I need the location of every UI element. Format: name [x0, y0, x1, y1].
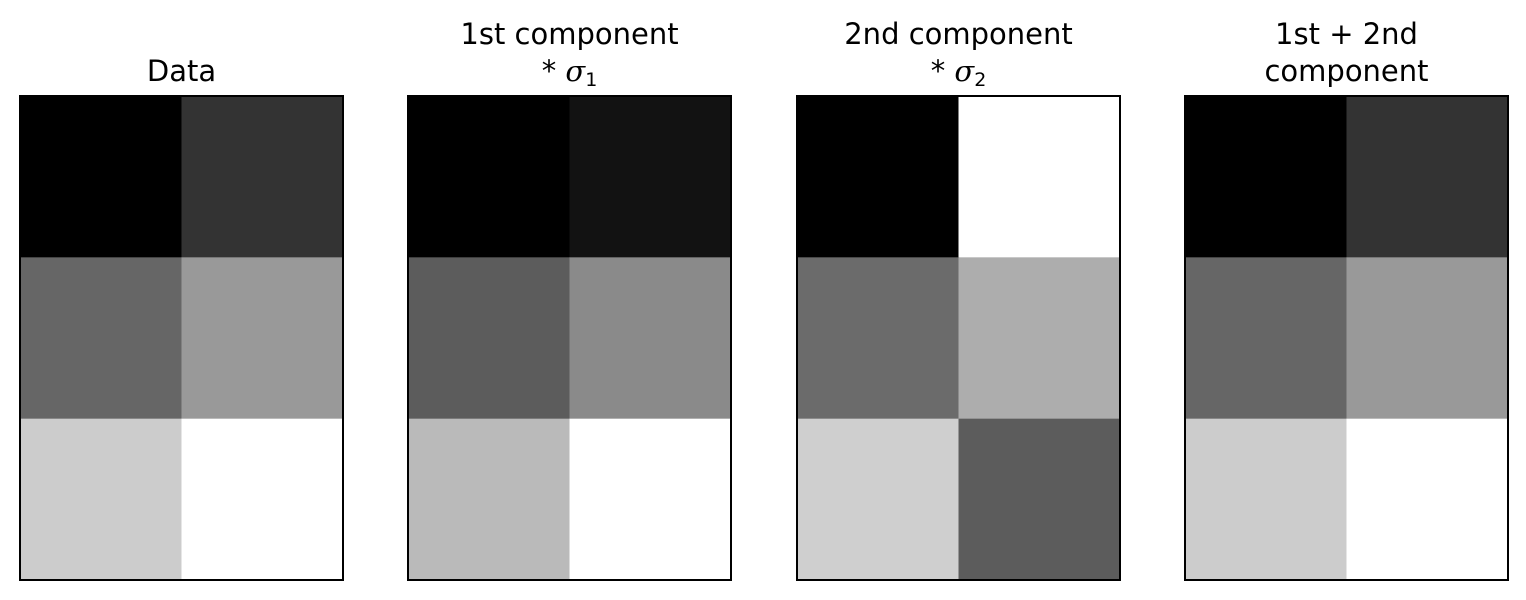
heatmap-cell-r2-c1 — [1346, 418, 1509, 581]
title-line: 2nd component — [844, 17, 1073, 51]
panel-2nd-component: 2nd component * σ2 — [796, 0, 1121, 600]
heatmap-cell-r2-c0 — [20, 418, 182, 581]
panel-1st-plus-2nd-component: 1st + 2nd component — [1184, 0, 1509, 600]
heatmap-cell-r2-c0 — [408, 418, 570, 581]
heatmap-1st-component — [407, 95, 732, 581]
heatmap-cell-r0-c0 — [797, 96, 959, 258]
heatmap-cell-r1-c0 — [408, 257, 570, 420]
panel-title: 2nd component * σ2 — [756, 14, 1161, 90]
title-line-sigma: * σ2 — [931, 53, 987, 90]
heatmap-cell-r2-c1 — [958, 418, 1121, 581]
panel-data: Data — [19, 0, 344, 600]
heatmap-cell-r1-c0 — [797, 257, 959, 420]
panel-title: Data — [0, 14, 384, 90]
heatmap-data — [19, 95, 344, 581]
heatmap-cell-r0-c1 — [958, 96, 1121, 258]
heatmap-cell-r0-c0 — [408, 96, 570, 258]
sigma-symbol: σ — [954, 54, 975, 88]
heatmap-cell-r1-c0 — [20, 257, 182, 420]
heatmap-cell-r0-c1 — [1346, 96, 1509, 258]
title-prefix: * — [541, 54, 566, 88]
heatmap-cell-r2-c1 — [181, 418, 344, 581]
panel-title: 1st component * σ1 — [367, 14, 772, 90]
heatmap-cell-r1-c1 — [958, 257, 1121, 420]
title-line-sigma: * σ1 — [542, 53, 598, 90]
heatmap-cell-r0-c1 — [181, 96, 344, 258]
heatmap-cell-r0-c0 — [1185, 96, 1347, 258]
heatmap-2nd-component — [796, 95, 1121, 581]
heatmap-cell-r2-c1 — [569, 418, 732, 581]
heatmap-1st-plus-2nd-component — [1184, 95, 1509, 581]
title-line: Data — [146, 54, 217, 88]
heatmap-cell-r1-c0 — [1185, 257, 1347, 420]
title-line: 1st + 2nd — [1275, 17, 1418, 51]
heatmap-cell-r1-c1 — [569, 257, 732, 420]
axes-frame — [19, 95, 344, 581]
heatmap-cell-r2-c0 — [797, 418, 959, 581]
axes-frame — [1184, 95, 1509, 581]
panel-title: 1st + 2nd component — [1144, 14, 1526, 90]
sigma-subscript: 2 — [974, 69, 987, 91]
heatmap-cell-r0-c1 — [569, 96, 732, 258]
heatmap-cell-r1-c1 — [1346, 257, 1509, 420]
title-line: 1st component — [460, 17, 679, 51]
axes-frame — [796, 95, 1121, 581]
heatmap-cell-r1-c1 — [181, 257, 344, 420]
panel-1st-component: 1st component * σ1 — [407, 0, 732, 600]
title-line: component — [1264, 54, 1429, 88]
sigma-subscript: 1 — [585, 69, 598, 91]
heatmap-cell-r0-c0 — [20, 96, 182, 258]
title-prefix: * — [930, 54, 955, 88]
axes-frame — [407, 95, 732, 581]
sigma-symbol: σ — [565, 54, 586, 88]
heatmap-cell-r2-c0 — [1185, 418, 1347, 581]
